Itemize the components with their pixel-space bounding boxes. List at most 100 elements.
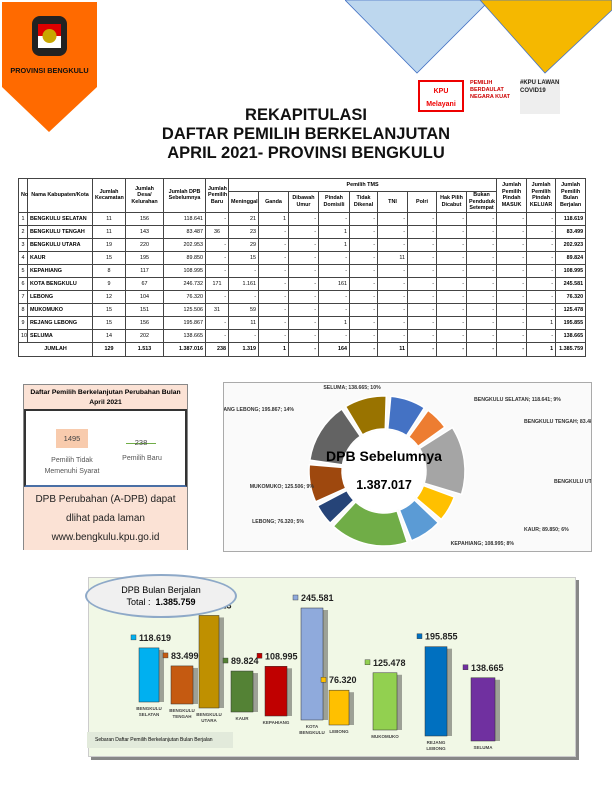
table-cell: - [496,224,528,239]
table-cell: - [436,328,467,343]
table-cell: 202 [125,328,164,343]
table-cell: - [465,237,498,252]
table-cell: BENGKULU SELATAN [27,211,93,226]
table-cell: 156 [125,315,164,330]
table-cell: - [436,250,467,265]
total-value: 1.385.759 [155,597,196,607]
col-tms: TNI [377,191,408,213]
bar-legend-marker [364,659,371,665]
table-cell: 89.824 [555,250,587,265]
table-cell: - [258,302,289,317]
table-cell: - [465,302,498,317]
bar-legend-marker [462,664,469,670]
table-cell: - [258,276,289,291]
table-cell: - [205,315,229,330]
bar-category-label: LEBONG [329,729,349,734]
table-cell: - [377,276,408,291]
tms-value: 1495 [56,429,88,448]
table-cell: - [258,250,289,265]
bar-legend-marker [320,676,327,683]
baru-value: 238 [134,438,148,447]
total-cell: JUMLAH [18,341,93,357]
bar-value-label: 195.855 [425,632,458,642]
table-cell: - [258,263,289,278]
donut-label: MUKOMUKO; 125.506; 9% [250,484,315,490]
table-cell: - [228,328,259,343]
table-cell: 246.732 [163,276,206,291]
bar-legend-marker [162,652,169,659]
table-cell: - [377,328,408,343]
col-tms: Meninggal [228,191,259,213]
table-cell: - [205,328,229,343]
website-link[interactable]: www.bengkulu.kpu.go.id [51,532,160,543]
bar-chart-footer: Sebaran Daftar Pemilih Berkelanjutan Bul… [87,732,233,748]
bar-category-label: KAUR [236,716,250,721]
table-cell: - [205,211,229,226]
table-row: 2 BENGKULU TENGAH 11 143 83.487 36 23- -1- - - - - -… [18,224,587,239]
total-cell: 164 [318,341,350,357]
table-cell: - [407,289,437,304]
table-row: 6 KOTA BENGKULU 9 67 246.732 171 1.161- -161- - -… [18,276,587,291]
table-cell: - [258,289,289,304]
perubahan-title: Daftar Pemilih Berkelanjutan Perubahan B… [24,385,187,411]
table-cell: - [377,302,408,317]
table-cell: - [496,263,528,278]
col-kecamatan: Jumlah Kecamatan [92,178,126,213]
kpu-pennant-logo [2,2,97,132]
bar [264,666,288,717]
total-cell: 1.319 [228,341,259,357]
table-cell: 108.995 [555,263,587,278]
table-cell: - [349,263,378,278]
bar-legend-marker [292,594,299,601]
table-cell: BENGKULU TENGAH [27,224,93,239]
table-cell: - [496,289,528,304]
bar-category-label: BENGKULU [136,706,162,711]
bar-category-label: MUKOMUKO [371,734,399,739]
total-cell: - [288,341,319,357]
total-cell: 238 [205,341,229,357]
table-cell: 15 [92,250,126,265]
table-cell: - [526,276,557,291]
bar-category-label: SELATAN [139,712,160,717]
table-cell: - [465,315,498,330]
total-row: JUMLAH 129 1.513 1.387.016 238 1.319 1-164-11-… [18,341,587,357]
bar-value-label: 83.499 [171,651,199,661]
table-cell: 31 [205,302,229,317]
table-cell: 1 [318,237,350,252]
total-cell: - [407,341,437,357]
table-cell: - [526,289,557,304]
bar-category-label: BENGKULU [196,712,222,717]
col-desa: Jumlah Desa/ Kelurahan [125,178,164,213]
table-cell: - [436,237,467,252]
table-cell: 5 [18,263,28,278]
decorative-triangles [345,0,612,74]
table-cell: - [349,315,378,330]
table-cell: - [228,289,259,304]
table-cell: 15 [228,250,259,265]
table-cell: 220 [125,237,164,252]
bar-value-label: 89.824 [231,656,259,666]
donut-slice [398,498,440,542]
donut-label: KAUR; 89.850; 6% [524,527,569,533]
tms-label: Pemilih Tidak Memenuhi Syarat [44,457,100,475]
table-cell: - [205,250,229,265]
donut-slice [386,395,426,437]
table-cell: 195.867 [163,315,206,330]
bar [372,672,398,731]
table-cell: 161 [318,276,350,291]
bar [170,665,194,705]
table-cell: - [407,302,437,317]
table-cell: 151 [125,302,164,317]
table-cell: - [349,237,378,252]
table-cell: 195.855 [555,315,587,330]
table-cell: - [318,302,350,317]
table-cell: 67 [125,276,164,291]
donut-slice [308,407,362,466]
table-cell: 83.499 [555,224,587,239]
table-cell: - [318,289,350,304]
total-cell: 1.385.759 [555,341,587,357]
donut-slice [344,395,388,436]
table-cell: SELUMA [27,328,93,343]
table-cell: - [377,263,408,278]
table-cell: - [377,224,408,239]
